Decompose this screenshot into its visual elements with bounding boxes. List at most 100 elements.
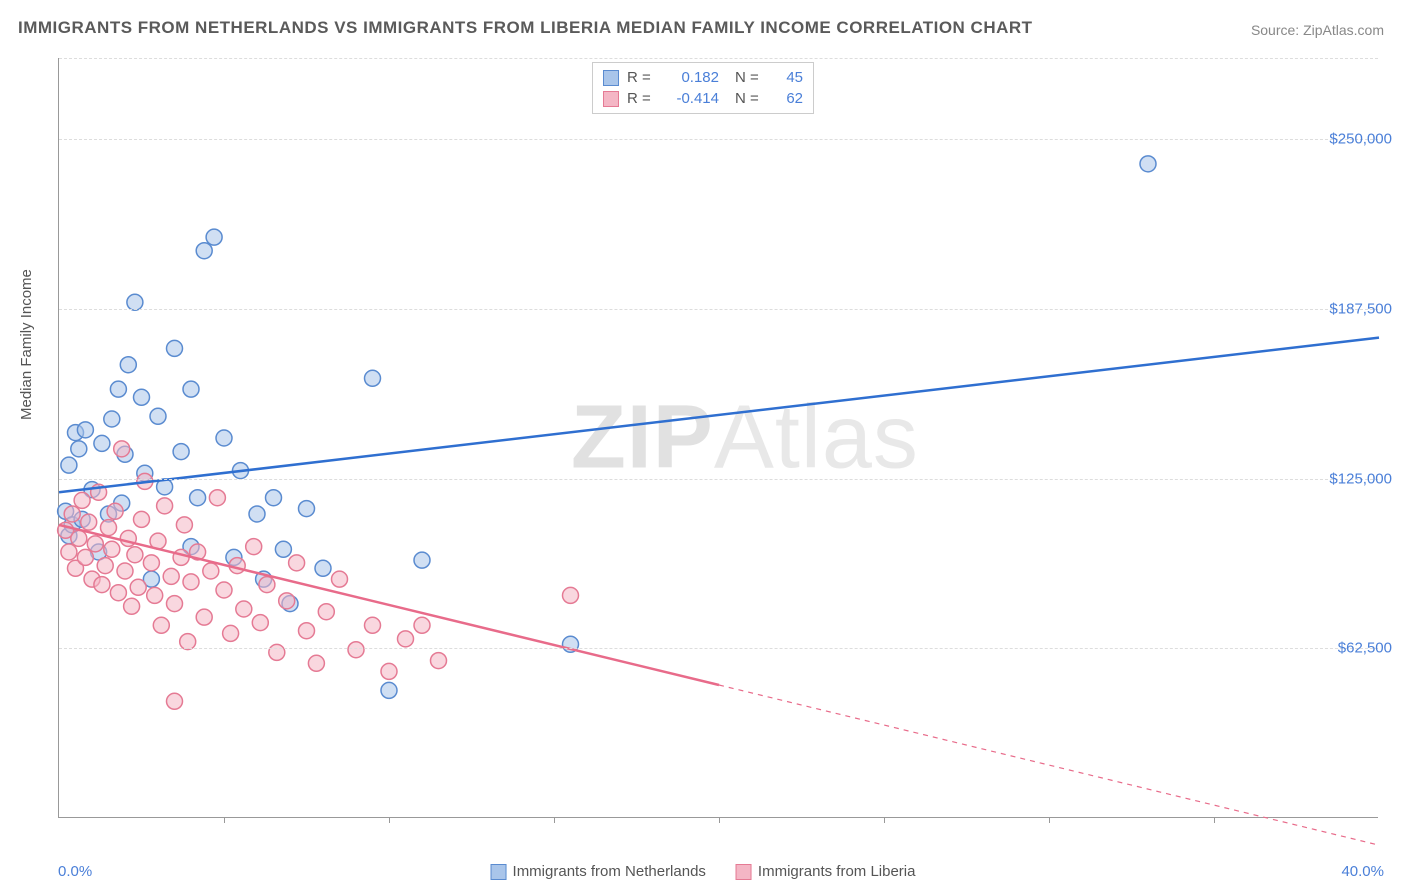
data-point	[381, 682, 397, 698]
data-point	[563, 587, 579, 603]
legend-label: Immigrants from Liberia	[758, 863, 916, 880]
data-point	[124, 598, 140, 614]
gridline	[59, 479, 1378, 480]
x-tick	[224, 817, 225, 823]
data-point	[104, 541, 120, 557]
data-point	[315, 560, 331, 576]
data-point	[183, 574, 199, 590]
r-value: 0.182	[663, 69, 719, 86]
data-point	[74, 492, 90, 508]
data-point	[167, 596, 183, 612]
x-tick	[554, 817, 555, 823]
y-tick-label: $250,000	[1329, 131, 1392, 148]
data-point	[157, 498, 173, 514]
x-tick	[1214, 817, 1215, 823]
r-label: R =	[627, 69, 655, 86]
n-label: N =	[735, 90, 765, 107]
data-point	[1140, 156, 1156, 172]
data-point	[223, 625, 239, 641]
data-point	[167, 340, 183, 356]
y-tick-label: $125,000	[1329, 470, 1392, 487]
data-point	[173, 549, 189, 565]
data-point	[163, 568, 179, 584]
data-point	[147, 587, 163, 603]
data-point	[176, 517, 192, 533]
correlation-legend-box: R =0.182N =45R =-0.414N =62	[592, 62, 814, 114]
data-point	[61, 544, 77, 560]
data-point	[246, 539, 262, 555]
legend-item: Immigrants from Liberia	[736, 863, 916, 880]
legend-swatch	[603, 91, 619, 107]
chart-title: IMMIGRANTS FROM NETHERLANDS VS IMMIGRANT…	[18, 18, 1033, 38]
n-label: N =	[735, 69, 765, 86]
data-point	[196, 609, 212, 625]
data-point	[117, 563, 133, 579]
trendline	[59, 525, 719, 685]
data-point	[266, 490, 282, 506]
data-point	[275, 541, 291, 557]
data-point	[97, 558, 113, 574]
data-point	[249, 506, 265, 522]
data-point	[414, 552, 430, 568]
data-point	[153, 617, 169, 633]
source-label: Source: ZipAtlas.com	[1251, 22, 1384, 38]
data-point	[190, 490, 206, 506]
legend-row: R = -0.414 N = 62	[603, 88, 803, 109]
gridline	[59, 648, 1378, 649]
data-point	[130, 579, 146, 595]
series-legend: Immigrants from Netherlands Immigrants fr…	[491, 863, 916, 880]
gridline	[59, 58, 1378, 59]
x-tick	[389, 817, 390, 823]
data-point	[259, 577, 275, 593]
data-point	[101, 520, 117, 536]
data-point	[365, 370, 381, 386]
y-tick-label: $187,500	[1329, 301, 1392, 318]
data-point	[71, 530, 87, 546]
data-point	[94, 577, 110, 593]
n-value: 62	[773, 90, 803, 107]
gridline	[59, 309, 1378, 310]
data-point	[94, 435, 110, 451]
data-point	[279, 593, 295, 609]
data-point	[167, 693, 183, 709]
data-point	[381, 663, 397, 679]
data-point	[87, 536, 103, 552]
data-point	[61, 457, 77, 473]
scatter-plot-svg	[59, 58, 1378, 817]
legend-label: Immigrants from Netherlands	[513, 863, 706, 880]
data-point	[289, 555, 305, 571]
x-tick	[884, 817, 885, 823]
data-point	[104, 411, 120, 427]
data-point	[107, 503, 123, 519]
data-point	[203, 563, 219, 579]
data-point	[127, 294, 143, 310]
data-point	[414, 617, 430, 633]
x-axis-end-label: 40.0%	[1341, 863, 1384, 880]
data-point	[110, 585, 126, 601]
legend-swatch	[491, 864, 507, 880]
data-point	[299, 623, 315, 639]
legend-swatch	[603, 70, 619, 86]
x-tick	[1049, 817, 1050, 823]
data-point	[173, 444, 189, 460]
data-point	[127, 547, 143, 563]
data-point	[114, 441, 130, 457]
data-point	[252, 615, 268, 631]
legend-swatch	[736, 864, 752, 880]
data-point	[431, 653, 447, 669]
r-value: -0.414	[663, 90, 719, 107]
chart-area: ZIPAtlas	[58, 58, 1378, 818]
data-point	[209, 490, 225, 506]
data-point	[318, 604, 334, 620]
data-point	[398, 631, 414, 647]
data-point	[348, 642, 364, 658]
r-label: R =	[627, 90, 655, 107]
data-point	[216, 430, 232, 446]
data-point	[81, 514, 97, 530]
data-point	[77, 549, 93, 565]
data-point	[150, 408, 166, 424]
data-point	[206, 229, 222, 245]
data-point	[308, 655, 324, 671]
x-tick	[719, 817, 720, 823]
data-point	[71, 441, 87, 457]
